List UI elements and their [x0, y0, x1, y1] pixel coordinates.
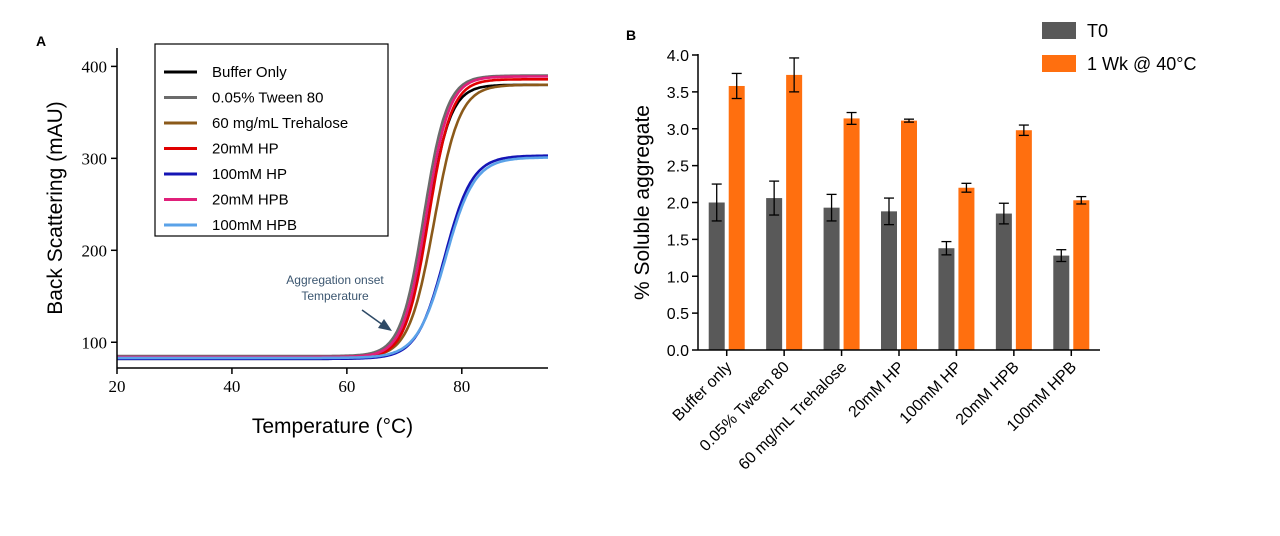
- annotation-arrow-head-icon: [378, 319, 392, 331]
- a-y-tick-label: 300: [82, 149, 108, 168]
- bar-1-wk-40-c-20mm-hp: [901, 120, 917, 350]
- a-y-tick-label: 400: [82, 57, 108, 76]
- panel-a-label: A: [36, 33, 46, 49]
- a-legend-label: 100mM HPB: [212, 217, 297, 234]
- a-legend-label: Buffer Only: [212, 64, 287, 81]
- bar-1-wk-40-c-100mm-hp: [958, 187, 975, 350]
- bar-t0-60-mg-ml-trehalose: [823, 207, 840, 350]
- b-bars: [708, 57, 1090, 350]
- b-category-label: 20mM HP: [846, 359, 908, 421]
- a-legend-label: 60 mg/mL Trehalose: [212, 115, 348, 132]
- onset-annotation: Aggregation onset Temperature: [286, 273, 392, 331]
- b-y-axis-title: % Soluble aggregate: [631, 105, 654, 300]
- b-y-tick-label: 0.5: [667, 306, 689, 323]
- b-y-tick-label: 2.0: [667, 196, 689, 213]
- a-legend-label: 0.05% Tween 80: [212, 90, 323, 107]
- annotation-line-1: Aggregation onset: [286, 273, 384, 287]
- a-x-tick-label: 40: [223, 377, 240, 396]
- a-x-tick-label: 20: [109, 377, 126, 396]
- bar-t0-100mm-hp: [938, 248, 955, 350]
- b-y-tick-label: 0.0: [667, 343, 689, 360]
- a-x-tick-label: 60: [338, 377, 355, 396]
- b-legend-swatch-1-wk-40-c: [1042, 55, 1076, 72]
- b-legend: T0 1 Wk @ 40°C: [1042, 21, 1197, 74]
- bar-t0-20mm-hp: [881, 211, 897, 350]
- panel-b-label: B: [626, 27, 636, 43]
- annotation-arrow-shaft: [361, 309, 384, 326]
- bar-1-wk-40-c-100mm-hpb: [1073, 200, 1090, 350]
- a-y-tick-label: 100: [82, 333, 108, 352]
- a-legend: Buffer Only 0.05% Tween 80 60 mg/mL Trehal…: [154, 43, 389, 237]
- a-legend-label: 20mM HP: [212, 141, 279, 158]
- b-y-tick-label: 1.5: [667, 232, 689, 249]
- bar-1-wk-40-c-60-mg-ml-trehalose: [843, 118, 860, 350]
- curve-100mm-hpb: [117, 156, 548, 360]
- a-legend-label: 100mM HP: [212, 166, 287, 183]
- a-y-tick-label: 200: [82, 241, 108, 260]
- bar-t0-20mm-hpb: [995, 213, 1012, 350]
- b-y-tick-label: 2.5: [667, 159, 689, 176]
- a-legend-box: [154, 43, 389, 237]
- a-axes: 20 40 60 80 100 200 300 400: [82, 48, 548, 396]
- bar-t0-buffer-only: [708, 202, 725, 350]
- a-curves: [117, 74, 548, 361]
- bar-t0-100mm-hpb: [1053, 255, 1070, 350]
- b-category-label: 60 mg/mL Trehalose: [736, 359, 851, 474]
- a-legend-label: 20mM HPB: [212, 192, 289, 209]
- bar-1-wk-40-c-buffer-only: [728, 85, 745, 350]
- a-x-tick-label: 80: [453, 377, 470, 396]
- annotation-line-2: Temperature: [301, 289, 369, 303]
- a-y-axis-title: Back Scattering (mAU): [44, 101, 67, 315]
- bar-1-wk-40-c-0-05-tween-80: [786, 74, 803, 350]
- panel-a-line-chart: A 20 40 60 80 100 200 300 400 Back Scattering (…: [36, 33, 548, 438]
- b-y-tick-label: 1.0: [667, 269, 689, 286]
- bar-t0-0-05-tween-80: [766, 198, 783, 350]
- bar-1-wk-40-c-20mm-hpb: [1015, 130, 1032, 350]
- b-legend-swatch-t0: [1042, 22, 1076, 39]
- b-legend-label: T0: [1087, 21, 1108, 41]
- b-legend-label: 1 Wk @ 40°C: [1087, 54, 1197, 74]
- b-y-tick-label: 3.5: [667, 85, 689, 102]
- b-y-tick-label: 4.0: [667, 48, 689, 65]
- b-y-tick-label: 3.0: [667, 122, 689, 139]
- a-x-axis-title: Temperature (°C): [252, 415, 413, 438]
